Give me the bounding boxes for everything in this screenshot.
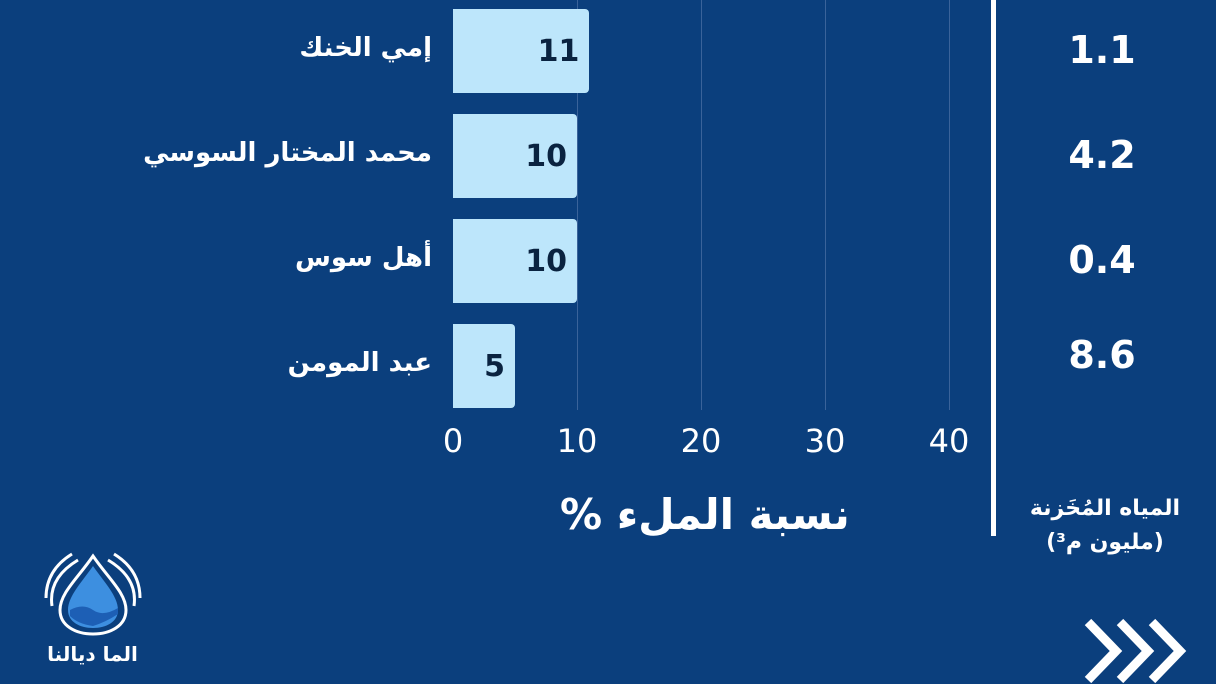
x-axis-label: نسبة الملء % — [560, 490, 850, 539]
bar-value-label: 10 — [525, 243, 567, 279]
bar-value-label: 5 — [484, 348, 505, 384]
triple-chevron-right-icon[interactable] — [1080, 618, 1195, 684]
stored-water-value: 0.4 — [1068, 238, 1136, 282]
category-label: أهل سوس — [295, 243, 432, 273]
stored-water-label: المياه المُخَزنة (مليون م³) — [1010, 492, 1200, 560]
bar-value-label: 10 — [525, 138, 567, 174]
stored-water-unit: (مليون م³) — [1046, 530, 1164, 555]
x-tick-label: 20 — [680, 422, 722, 460]
x-tick-label: 40 — [928, 422, 970, 460]
bar-value-label: 11 — [537, 33, 580, 69]
stored-water-title: المياه المُخَزنة — [1029, 496, 1181, 521]
bar: 5 — [453, 324, 515, 408]
logo: الما ديالنا — [30, 548, 155, 666]
gridline — [577, 0, 578, 410]
stored-water-value: 4.2 — [1068, 133, 1136, 177]
category-label: إمي الخنك — [299, 33, 432, 63]
x-tick-label: 10 — [556, 422, 598, 460]
logo-text: الما ديالنا — [47, 642, 138, 666]
bar: 10 — [453, 114, 577, 198]
bar: 11 — [453, 9, 590, 93]
water-drop-hands-icon — [44, 552, 141, 636]
bar: 10 — [453, 219, 577, 303]
x-tick-label: 0 — [442, 422, 464, 460]
x-tick-label: 30 — [804, 422, 846, 460]
divider — [991, 0, 996, 536]
stored-water-value: 8.6 — [1068, 333, 1136, 377]
stored-water-value: 1.1 — [1068, 28, 1136, 72]
gridline — [949, 0, 950, 410]
gridline — [701, 0, 702, 410]
category-label: عبد المومن — [287, 348, 432, 378]
gridline — [825, 0, 826, 410]
category-label: محمد المختار السوسي — [143, 138, 432, 168]
